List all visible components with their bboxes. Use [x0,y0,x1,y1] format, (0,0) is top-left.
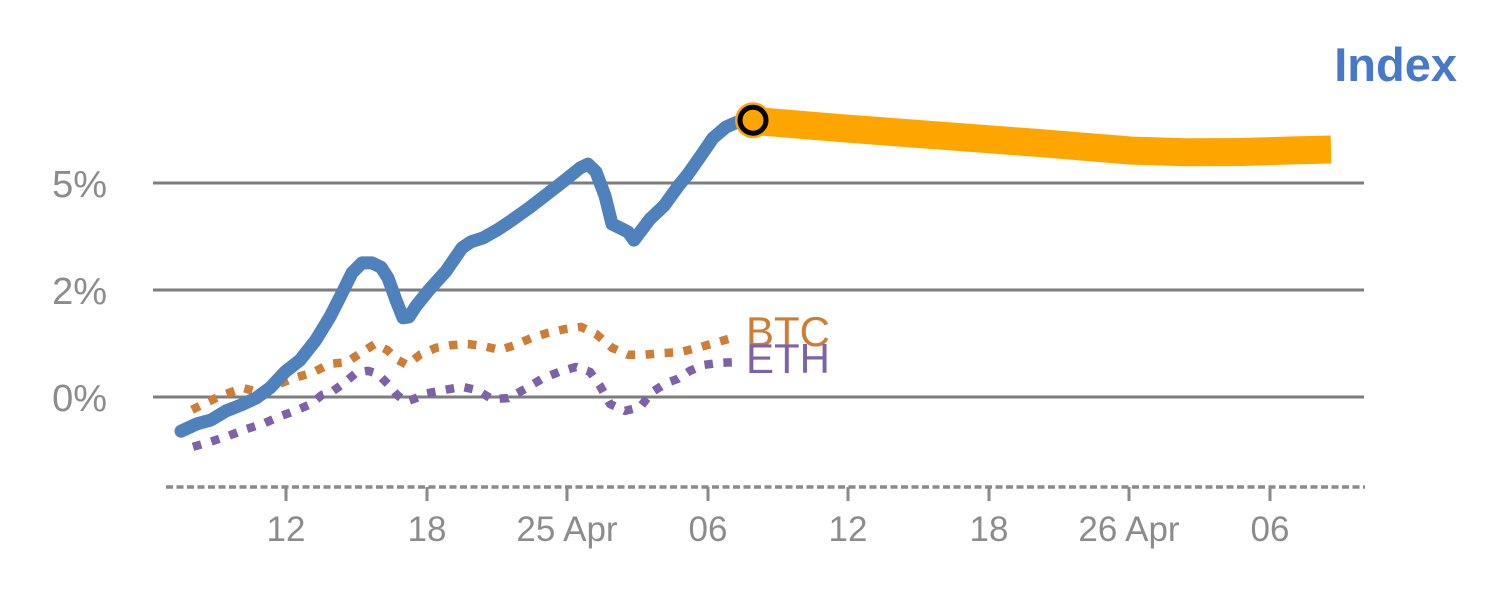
series-index-history-line [174,113,760,438]
x-tick-label-18: 18 [408,510,447,549]
x-axis-group: 12 18 25 Apr 06 12 18 26 Apr 06 [166,485,1365,549]
y-tick-label-0%: 0% [52,378,107,420]
series-index-projection-line [752,106,1332,167]
x-tick-label-25 Apr: 25 Apr [516,510,618,549]
x-tick-label-06: 06 [1251,510,1290,549]
x-tick-label-12: 12 [829,510,868,549]
series-label-eth: ETH [746,335,830,382]
marker-group [735,102,771,139]
x-tick-label-26 Apr: 26 Apr [1078,510,1180,549]
series-btc-line [190,322,737,414]
series-group [174,106,1332,451]
series-eth-line [191,357,737,451]
y-axis-labels-group: 5% 2% 0% [52,164,107,420]
x-tick-label-06: 06 [689,510,728,549]
chart-title: Index [1334,38,1457,91]
gridlines-group [153,181,1364,399]
series-label-btc: BTC [746,308,830,355]
y-tick-label-5%: 5% [52,164,107,206]
y-tick-label-2%: 2% [52,271,107,313]
x-tick-label-18: 18 [970,510,1009,549]
x-tick-label-12: 12 [267,510,306,549]
current-point-marker [737,104,769,136]
